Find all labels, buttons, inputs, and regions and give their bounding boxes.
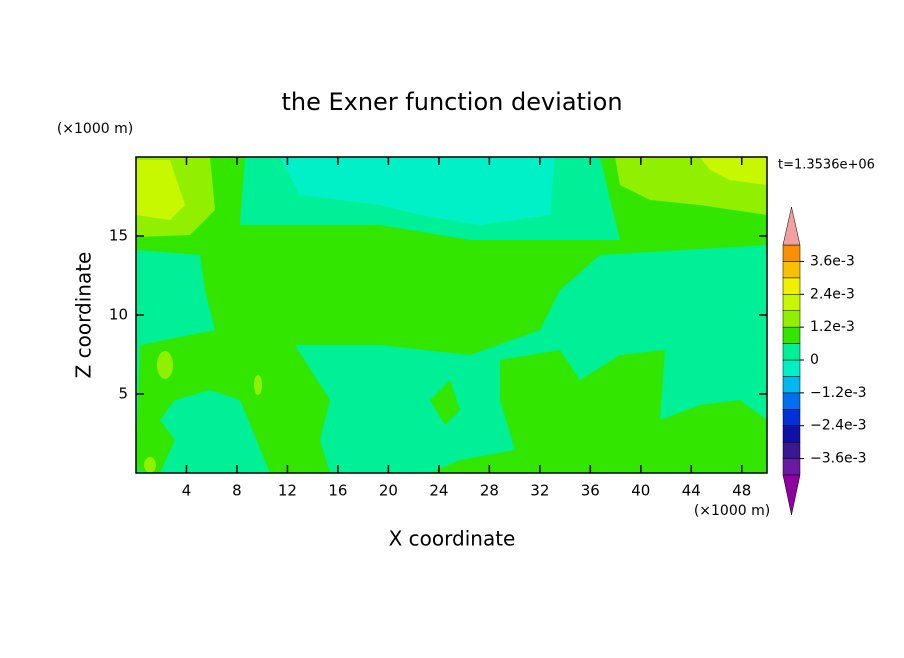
colorbar-tick-label: 0 [810,352,819,368]
colorbar-box [782,277,801,295]
colorbar-box [782,458,801,476]
colorbar-box [782,261,801,279]
x-tick-label: 48 [732,482,751,500]
x-unit: (×1000 m) [694,503,770,519]
colorbar-box [782,326,801,344]
colorbar-box [782,343,801,361]
colorbar-box [782,376,801,394]
x-tick-label: 40 [631,482,650,500]
x-tick-label: 20 [379,482,398,500]
colorbar-box [782,392,801,410]
x-axis-label: X coordinate [389,527,516,551]
y-axis-label: Z coordinate [72,252,96,379]
x-tick-label: 16 [328,482,347,500]
colorbar-tick-label: 3.6e-3 [810,253,855,269]
colorbar-tick-label: 2.4e-3 [810,286,855,302]
y-unit: (×1000 m) [57,121,133,137]
chart-title: the Exner function deviation [281,88,622,116]
colorbar-box [782,294,801,311]
colorbar-tick-label: −2.4e-3 [810,418,867,434]
colorbar-tick-label: −3.6e-3 [810,451,867,467]
colorbar-box [782,425,801,443]
colorbar-box [782,359,801,377]
colorbar-over [782,206,801,246]
x-tick-label: 24 [429,482,448,500]
x-tick-label: 4 [182,482,192,500]
colorbar-tick-label: 1.2e-3 [810,319,855,335]
colorbar-under [782,474,801,516]
colorbar-box [782,310,801,328]
x-tick-label: 32 [530,482,549,500]
colorbar-box [782,244,801,262]
y-tick-label: 10 [109,306,128,324]
x-tick-label: 36 [581,482,600,500]
x-tick-label: 12 [278,482,297,500]
contour-field [136,157,767,473]
colorbar-box [782,409,801,426]
y-tick-label: 15 [109,227,128,245]
x-tick-label: 44 [682,482,701,500]
time-annotation: t=1.3536e+06 [778,158,875,173]
x-tick-label: 28 [480,482,499,500]
colorbar-tick-label: −1.2e-3 [810,385,867,401]
y-tick-label: 5 [118,385,128,403]
colorbar-box [782,441,801,459]
x-tick-label: 8 [232,482,242,500]
